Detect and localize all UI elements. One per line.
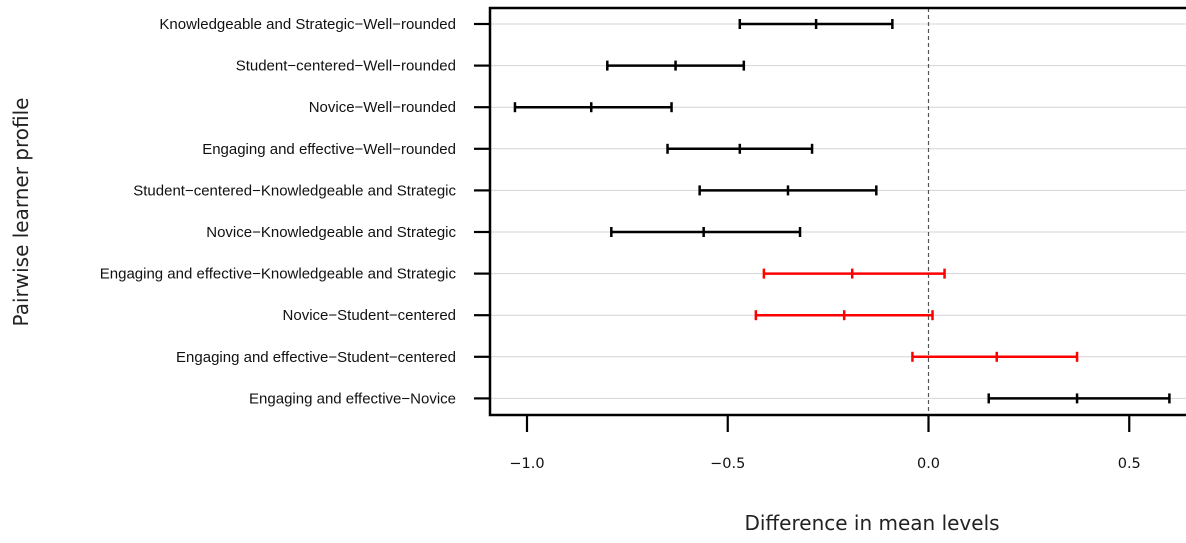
error-bars xyxy=(513,19,1171,404)
category-label: Student−centered−Knowledgeable and Strat… xyxy=(133,182,456,199)
x-tick-label: −0.5 xyxy=(710,456,745,472)
error-bar xyxy=(610,227,802,237)
error-bar xyxy=(666,143,814,154)
x-axis: −1.0 −0.5 0.0 0.5 xyxy=(509,415,1141,472)
y-axis-title: Pairwise learner profile xyxy=(9,98,33,327)
category-label: Novice−Knowledgeable and Strategic xyxy=(206,224,456,241)
error-bar xyxy=(606,60,746,71)
category-label: Knowledgeable and Strategic−Well−rounded xyxy=(159,16,456,33)
category-label: Engaging and effective−Novice xyxy=(249,390,456,407)
y-axis: Knowledgeable and Strategic−Well−rounded… xyxy=(100,16,490,407)
x-tick-label: −1.0 xyxy=(509,456,544,472)
category-label: Engaging and effective−Well−rounded xyxy=(202,141,456,158)
x-tick-label: 0.5 xyxy=(1118,456,1141,472)
error-bar xyxy=(513,102,673,113)
category-label: Student−centered−Well−rounded xyxy=(236,58,456,75)
category-label: Novice−Well−rounded xyxy=(309,99,456,116)
error-bar xyxy=(738,19,894,29)
error-bar xyxy=(754,310,934,321)
x-tick-label: 0.0 xyxy=(917,456,940,472)
x-axis-title: Difference in mean levels xyxy=(744,511,999,535)
plot-frame xyxy=(488,6,1186,417)
category-label: Engaging and effective−Student−centered xyxy=(176,349,456,366)
error-bar xyxy=(698,185,878,196)
error-bar xyxy=(987,393,1171,404)
category-label: Engaging and effective−Knowledgeable and… xyxy=(100,266,457,283)
category-label: Novice−Student−centered xyxy=(283,307,456,324)
error-bar xyxy=(911,351,1079,362)
gridlines xyxy=(490,23,1186,399)
error-bar xyxy=(762,268,946,279)
